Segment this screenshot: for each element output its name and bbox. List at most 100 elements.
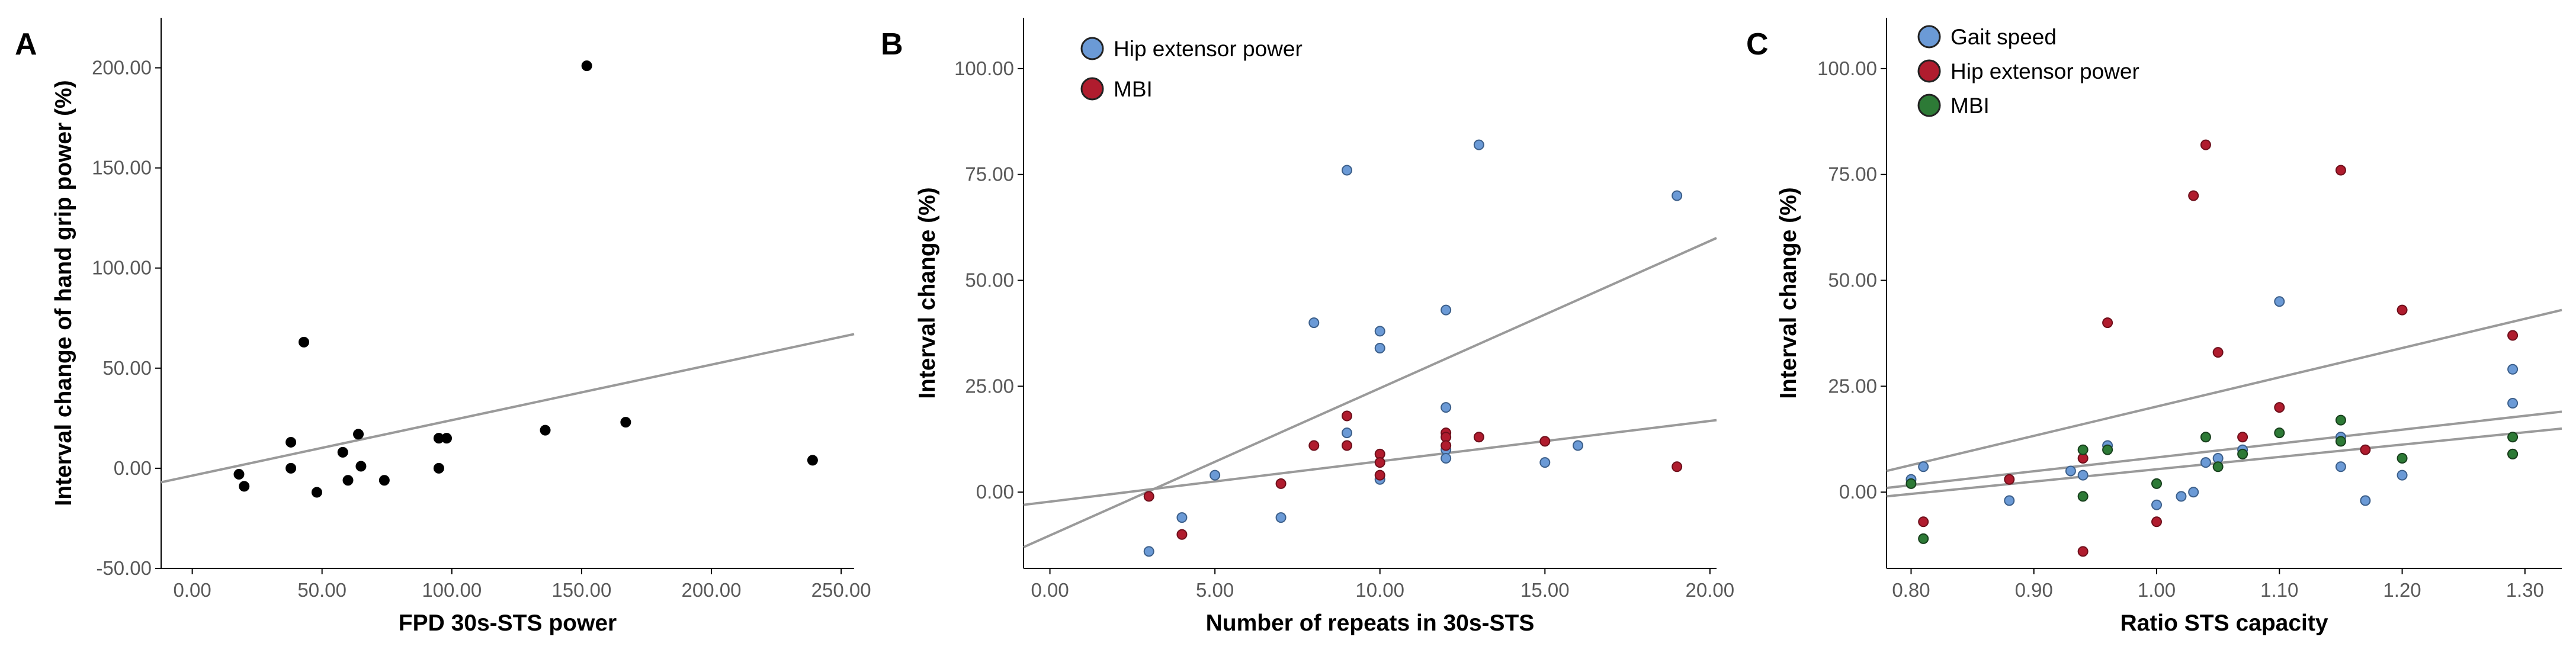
panel-b-marks: 0.00 5.00 10.00 15.00 20.00 0.00 25.00 50.00 75.…	[954, 57, 1734, 601]
panel-c-point-hip-extensor-power	[2212, 347, 2224, 358]
panel-c-x-tick-label: 1.20	[2383, 579, 2421, 601]
panel-c-point-hip-extensor-power	[2274, 402, 2285, 413]
panel-b-y-tick-label: 0.00	[976, 481, 1014, 503]
panel-b-legend-marker-hip-extensor-power	[1080, 37, 1104, 60]
panel-b-point-hip-extensor-power	[1441, 453, 1452, 464]
panel-a-y-tick-label: 0.00	[114, 457, 152, 479]
panel-a-point-hand-grip-power	[311, 487, 322, 498]
panel-b-point-hip-extensor-power	[1143, 546, 1154, 557]
panel-c-y-tick-label: 25.00	[1828, 375, 1877, 397]
panel-b-letter: B	[881, 27, 903, 62]
panel-c-point-mbi	[2077, 444, 2089, 455]
panel-b-point-hip-extensor-power	[1374, 326, 1385, 337]
panel-c-y-tick-label: 75.00	[1828, 163, 1877, 185]
panel-b-point-hip-extensor-power	[1473, 139, 1484, 150]
panel-c-x-tick-label: 1.30	[2506, 579, 2544, 601]
panel-c-y-axis-title: Interval change (%)	[1776, 187, 1801, 399]
panel-b-x-tick-label: 0.00	[1031, 579, 1069, 601]
panel-b-point-mbi	[1308, 440, 1320, 451]
panel-a-y-tick-label: -50.00	[96, 557, 152, 579]
panel-c-point-mbi	[2237, 448, 2248, 459]
panel-c-point-gait-speed	[2507, 364, 2519, 375]
panel-a: A FPD 30s-STS power Interval change of h…	[15, 18, 854, 636]
panel-b-point-hip-extensor-power	[1176, 512, 1188, 523]
panel-a-point-hand-grip-power	[441, 433, 453, 444]
panel-b-point-hip-extensor-power	[1210, 470, 1221, 481]
panel-a-point-hand-grip-power	[342, 475, 354, 486]
panel-b-point-hip-extensor-power	[1275, 512, 1287, 523]
panel-a-point-hand-grip-power	[285, 436, 297, 448]
panel-a-point-hand-grip-power	[285, 462, 297, 474]
panel-c-legend: Gait speed Hip extensor power MBI	[1917, 25, 2139, 118]
panel-b-point-mbi	[1143, 491, 1154, 502]
panel-a-point-hand-grip-power	[353, 429, 364, 440]
panel-a-marks: 0.00 50.00 100.00 150.00 200.00 250.00 -50.00 0…	[92, 57, 871, 601]
panel-c-x-axis-title: Ratio STS capacity	[2120, 610, 2328, 636]
panel-c-point-hip-extensor-power	[2335, 165, 2346, 176]
panel-b-point-mbi	[1539, 436, 1551, 447]
panel-b-fit-line-hip-extensor-power	[1023, 237, 1717, 549]
panel-b-fit-line-mbi	[1023, 419, 1717, 506]
panel-c-point-hip-extensor-power	[1918, 516, 1929, 528]
panel-a-letter: A	[15, 27, 37, 62]
panel-b-point-hip-extensor-power	[1441, 402, 1452, 413]
panel-c-fit-line-mbi	[1886, 427, 2562, 498]
panel-c-point-gait-speed	[2200, 457, 2211, 468]
panel-a-x-tick-label: 200.00	[682, 579, 742, 601]
panel-c-point-hip-extensor-power	[2507, 330, 2519, 341]
panel-a-fit-line-hand-grip-power	[161, 333, 855, 484]
panel-b-point-mbi	[1374, 470, 1385, 481]
panel-c-point-gait-speed	[2360, 495, 2371, 506]
panel-a-y-tick-label: 100.00	[92, 257, 152, 279]
panel-c-point-mbi	[2507, 448, 2519, 459]
panel-c-x-tick-label: 0.80	[1892, 579, 1930, 601]
panel-c-point-gait-speed	[2397, 470, 2408, 481]
panel-a-point-hand-grip-power	[807, 455, 818, 466]
panel-a-point-hand-grip-power	[433, 462, 444, 474]
panel-c-point-mbi	[2212, 461, 2224, 472]
panel-c-point-gait-speed	[1918, 461, 1929, 472]
panel-c-point-mbi	[1905, 478, 1917, 489]
panel-a-x-tick-label: 250.00	[811, 579, 871, 601]
panel-a-point-hand-grip-power	[620, 417, 631, 428]
panel-a-y-axis-title: Interval change of hand grip power (%)	[51, 80, 76, 506]
panel-b-y-axis-title: Interval change (%)	[915, 187, 940, 399]
panel-b-legend: Hip extensor power MBI	[1080, 37, 1303, 101]
panel-c-point-mbi	[2102, 444, 2113, 455]
panel-c-y-tick-label: 0.00	[1839, 481, 1877, 503]
panel-c-point-mbi	[2077, 491, 2089, 502]
panel-b: B Number of repeats in 30s-STS Interval …	[881, 18, 1717, 636]
panel-c-point-mbi	[2507, 432, 2519, 443]
panel-c-fit-line-hip-extensor-power	[1886, 308, 2562, 472]
panel-c-point-gait-speed	[2065, 465, 2076, 477]
panel-b-point-mbi	[1374, 457, 1385, 468]
panel-a-x-tick-label: 0.00	[173, 579, 211, 601]
panel-b-point-mbi	[1176, 529, 1188, 540]
panel-b-legend-label-hip-extensor-power: Hip extensor power	[1114, 37, 1303, 61]
panel-c-point-mbi	[2397, 453, 2408, 464]
panel-a-y-tick-label: 200.00	[92, 57, 152, 79]
panel-a-point-hand-grip-power	[239, 481, 250, 492]
panel-c-point-gait-speed	[2151, 499, 2162, 510]
panel-b-point-mbi	[1441, 440, 1452, 451]
panel-c-y-tick-label: 50.00	[1828, 269, 1877, 291]
panel-c-legend-label-gait-speed: Gait speed	[1951, 25, 2057, 49]
panel-b-point-hip-extensor-power	[1342, 165, 1352, 176]
panel-a-y-tick-label: 150.00	[92, 157, 152, 179]
panel-b-point-mbi	[1342, 410, 1352, 422]
panel-c-point-hip-extensor-power	[2188, 190, 2199, 201]
panel-a-x-tick-label: 100.00	[422, 579, 482, 601]
panel-a-point-hand-grip-power	[299, 336, 310, 348]
panel-a-x-axis-title: FPD 30s-STS power	[399, 610, 617, 636]
panel-c-point-hip-extensor-power	[2200, 139, 2211, 150]
panel-c-legend-label-mbi: MBI	[1951, 94, 1990, 118]
panel-c-point-gait-speed	[2188, 487, 2199, 498]
panel-c-point-hip-extensor-power	[2237, 432, 2248, 443]
panel-a-x-tick-label: 150.00	[551, 579, 611, 601]
panel-c-y-tick-label: 100.00	[1817, 57, 1877, 79]
panel-c-point-mbi	[2200, 432, 2211, 443]
panel-c-point-mbi	[1918, 533, 1929, 544]
panel-b-y-tick-label: 75.00	[965, 163, 1014, 185]
panel-c-point-mbi	[2151, 478, 2162, 489]
